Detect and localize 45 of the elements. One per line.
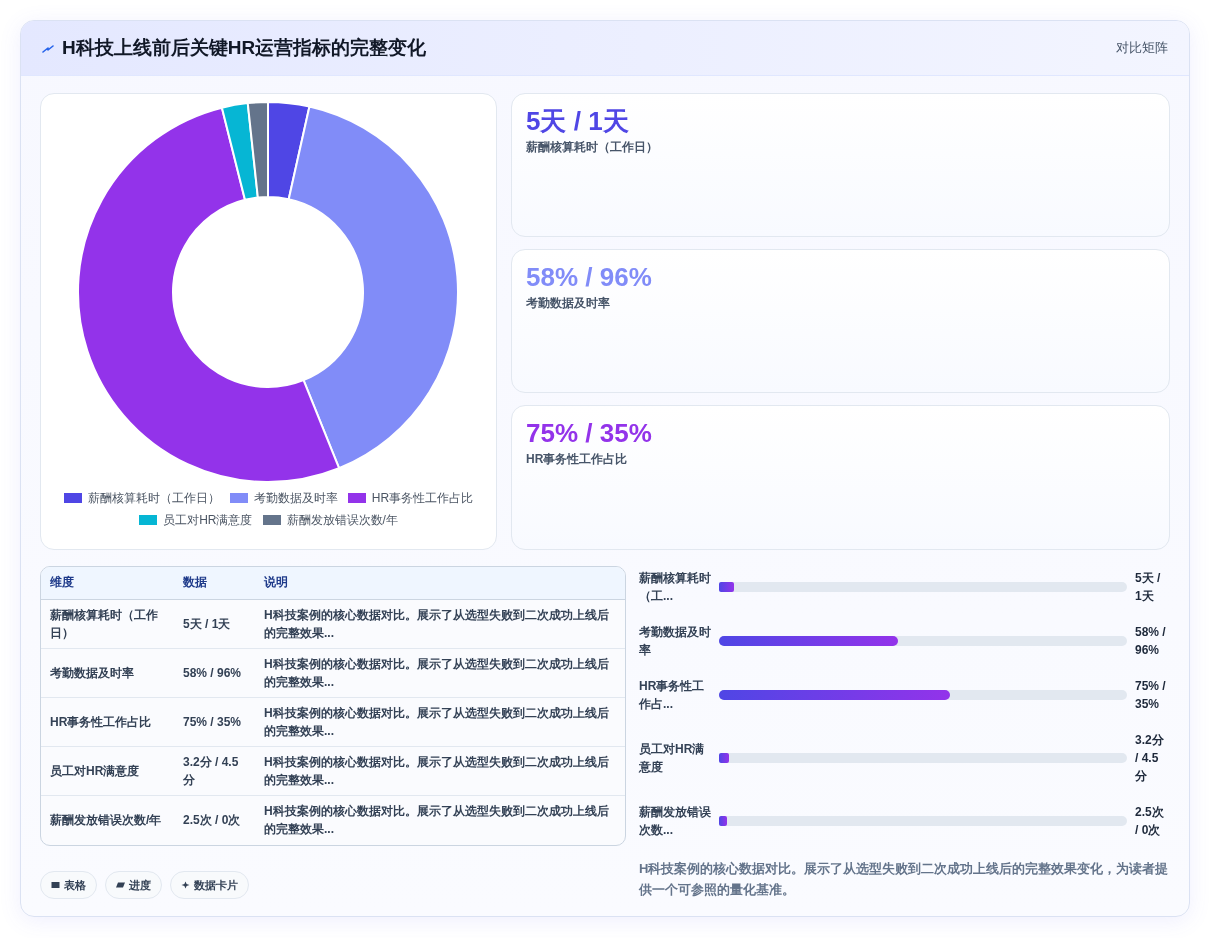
text: 薪酬核算耗时（工作日） (49, 606, 159, 642)
text: 考勤数据及时率 (41, 648, 174, 697)
data-label: 75% / 35% (1135, 678, 1167, 713)
text: HR事务性工作占比 (41, 697, 174, 746)
text: 58% / 96% (174, 648, 255, 697)
text: H科技案例的核心数据对比。展示了从选型失败到二次成功上线后的完整效果... (263, 606, 610, 642)
text: HR事务性工作占比 (526, 451, 628, 467)
y-tick-label: 考勤数据及时率 (639, 624, 712, 659)
text: 3.2分 / 4.5分 (174, 746, 255, 795)
text: 数据卡片 (194, 877, 238, 893)
text: 5天 / 1天 (526, 106, 629, 136)
text: H科技案例的核心数据对比。展示了从选型失败到二次成功上线后的完整效果... (255, 648, 625, 697)
text: 薪酬核算耗时（工作日） (526, 139, 658, 155)
category-label: 数据 (174, 567, 255, 599)
data-label: 5天 / 1天 (1135, 570, 1162, 605)
category-label: 维度 (41, 567, 174, 599)
text: 进度 (129, 877, 151, 893)
text: 75% / 35% (526, 418, 652, 448)
text: 58% / 96% (526, 262, 652, 292)
text: H科技案例的核心数据对比。展示了从选型失败到二次成功上线后的完整效果... (255, 746, 625, 795)
y-tick-label: 薪酬核算耗时（工... (639, 570, 712, 605)
category-label: 说明 (255, 567, 625, 599)
text: 75% / 35% (174, 697, 255, 746)
legend-label: 薪酬核算耗时（工作日） (87, 490, 220, 507)
text: 2.5次 / 0次 (174, 795, 255, 844)
y-tick-label: 薪酬发放错误次数... (639, 804, 712, 839)
text: H科技案例的核心数据对比。展示了从选型失败到二次成功上线后的完整效果... (255, 795, 625, 844)
text: 表格 (64, 877, 86, 893)
text: H科技案例的核心数据对比。展示了从选型失败到二次成功上线后的完整效果... (255, 697, 625, 746)
text: 薪酬发放错误次数/年 (41, 795, 174, 844)
legend-label: 员工对HR满意度 (163, 512, 253, 529)
text: H科技上线前后关键HR运营指标的完整变化 (62, 36, 427, 60)
text: 考勤数据及时率 (526, 295, 610, 311)
legend-label: 薪酬发放错误次数/年 (286, 512, 398, 529)
y-tick-label: HR事务性工作占... (639, 678, 706, 713)
text: 5天 / 1天 (182, 615, 232, 633)
data-label: 58% / 96% (1135, 624, 1167, 659)
y-tick-label: 员工对HR满意度 (639, 741, 706, 776)
text: 对比矩阵 (1116, 39, 1168, 57)
data-label: 3.2分 / 4.5分 (1135, 732, 1165, 785)
data-label: 2.5次 / 0次 (1135, 804, 1165, 839)
legend-label: HR事务性工作占比 (371, 490, 474, 507)
text: 员工对HR满意度 (41, 746, 174, 795)
text: H科技案例的核心数据对比。展示了从选型失败到二次成功上线后的完整效果变化，为读者提供一个可参照的量化基准。 (639, 860, 1170, 899)
legend-label: 考勤数据及时率 (253, 490, 338, 507)
